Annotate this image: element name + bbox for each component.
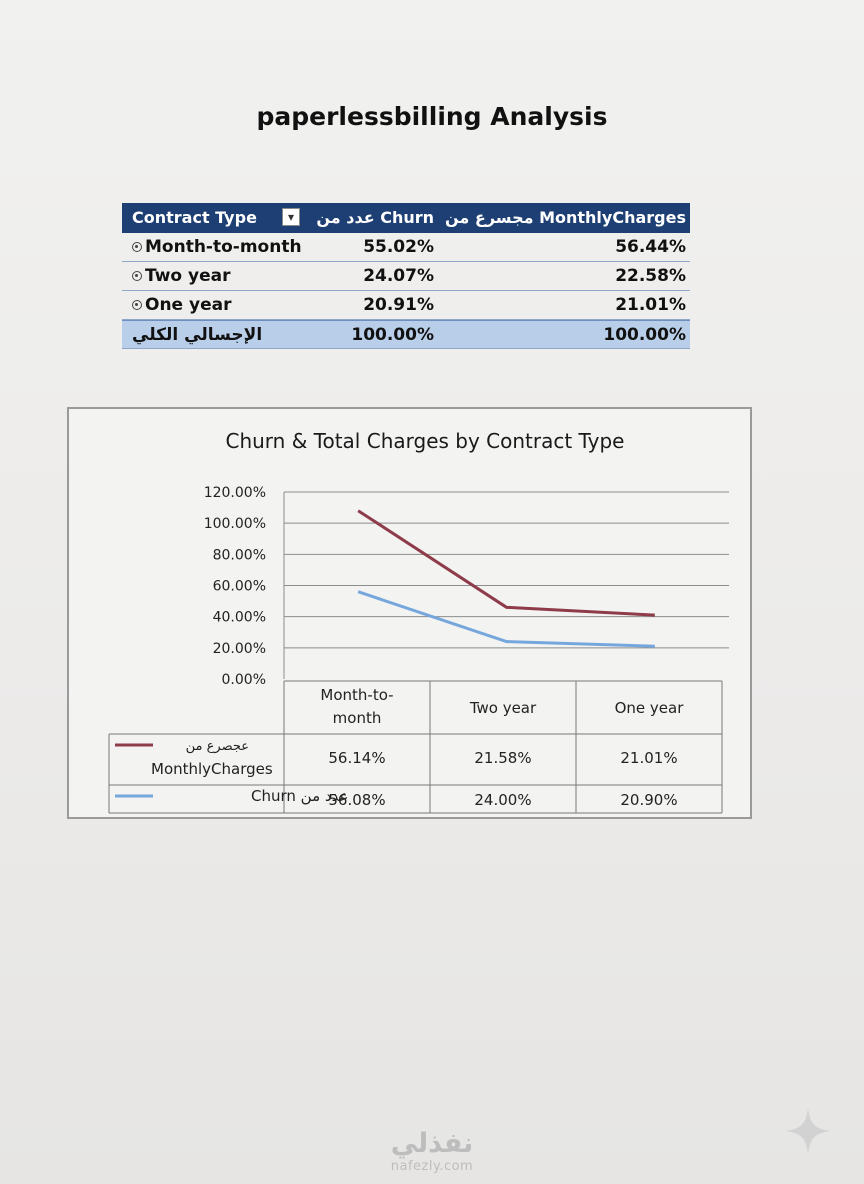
data-table-value: 24.00%: [474, 791, 531, 809]
expand-icon[interactable]: [132, 271, 142, 281]
legend-label: عدد من Churn: [251, 787, 348, 805]
legend-label: عجصرع من: [186, 739, 249, 754]
header-monthly-charges: مجسرع من MonthlyCharges: [445, 208, 686, 227]
legend-label: MonthlyCharges: [151, 760, 273, 778]
data-table-value: 20.90%: [620, 791, 677, 809]
x-category-label: month: [333, 709, 382, 727]
row-monthly-value: 22.58%: [615, 266, 686, 286]
series-line: [357, 590, 655, 648]
watermark-latin: nafezly.com: [390, 1159, 474, 1174]
row-churn-value: 24.07%: [363, 266, 434, 286]
total-label: الإجسالي الكلي: [132, 325, 263, 345]
header-contract-type: Contract Type: [132, 208, 257, 227]
x-category-label: Month-to-: [320, 686, 393, 704]
y-tick-label: 100.00%: [204, 516, 266, 532]
pivot-row: Two year 24.07% 22.58%: [122, 262, 690, 291]
pivot-row: One year 20.91% 21.01%: [122, 291, 690, 320]
y-tick-label: 60.00%: [213, 579, 266, 595]
chart-title: Churn & Total Charges by Contract Type: [225, 429, 624, 453]
row-label[interactable]: Month-to-month: [132, 233, 302, 262]
y-tick-label: 80.00%: [213, 547, 266, 563]
y-tick-label: 20.00%: [213, 641, 266, 657]
watermark-logo: نفذلي nafezly.com: [380, 1128, 484, 1174]
pivot-total-row: الإجسالي الكلي 100.00% 100.00%: [122, 320, 690, 349]
row-monthly-value: 21.01%: [615, 295, 686, 315]
filter-dropdown-icon[interactable]: ▾: [282, 208, 300, 226]
header-churn: عدد من Churn: [316, 208, 434, 227]
pivot-table: Contract Type ▾ عدد من Churn مجسرع من Mo…: [122, 203, 690, 349]
x-category-label: Two year: [469, 699, 537, 717]
y-tick-label: 120.00%: [204, 485, 266, 501]
chart-container[interactable]: Churn & Total Charges by Contract Type 12…: [67, 407, 752, 819]
y-tick-label: 0.00%: [222, 672, 266, 688]
data-table-value: 21.58%: [474, 749, 531, 767]
row-churn-value: 55.02%: [363, 237, 434, 257]
x-category-label: One year: [615, 699, 685, 717]
data-table-value: 21.01%: [620, 749, 677, 767]
data-table-value: 56.14%: [328, 749, 385, 767]
data-table-value: 56.08%: [328, 791, 385, 809]
row-label[interactable]: Two year: [132, 262, 231, 291]
series-line: [357, 509, 655, 617]
y-tick-label: 40.00%: [213, 610, 266, 626]
row-monthly-value: 56.44%: [615, 237, 686, 257]
pivot-row: Month-to-month 55.02% 56.44%: [122, 233, 690, 262]
expand-icon[interactable]: [132, 300, 142, 310]
page-title: paperlessbilling Analysis: [256, 102, 608, 131]
watermark-arabic: نفذلي: [390, 1128, 474, 1159]
pivot-header-row: Contract Type ▾ عدد من Churn مجسرع من Mo…: [122, 203, 690, 233]
total-monthly-value: 100.00%: [603, 325, 686, 345]
expand-icon[interactable]: [132, 242, 142, 252]
row-churn-value: 20.91%: [363, 295, 434, 315]
line-chart: Churn & Total Charges by Contract Type 12…: [108, 429, 729, 814]
row-label[interactable]: One year: [132, 291, 231, 320]
total-churn-value: 100.00%: [351, 325, 434, 345]
sparkle-icon: [785, 1108, 831, 1154]
